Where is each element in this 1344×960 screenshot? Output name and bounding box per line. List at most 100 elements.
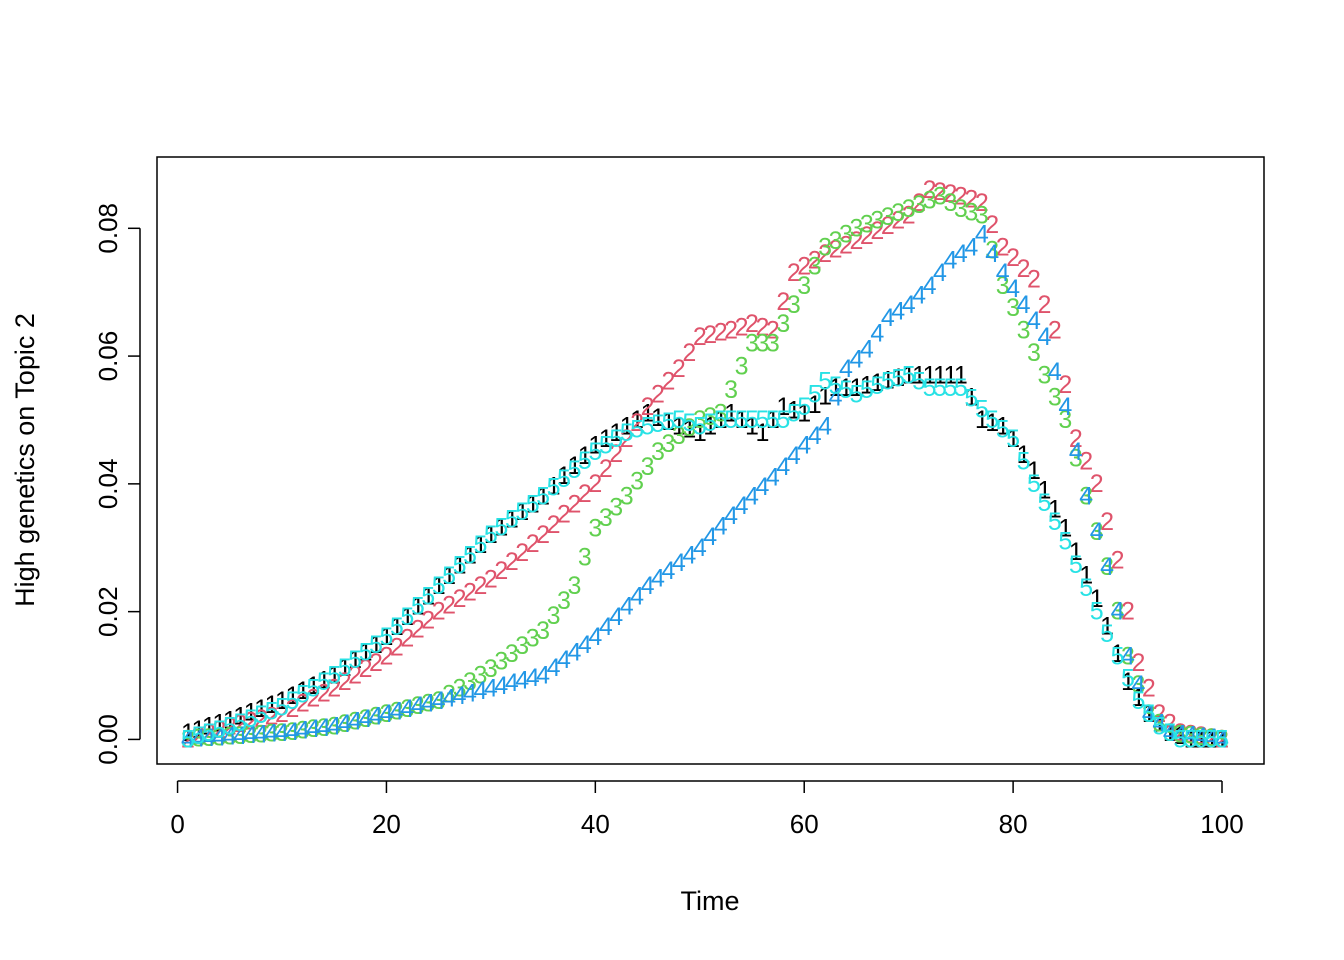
data-point: 1: [306, 672, 320, 700]
data-point: 2: [891, 207, 905, 235]
data-point: 1: [724, 400, 738, 428]
data-point: 4: [1142, 700, 1156, 728]
data-point: 3: [515, 632, 529, 660]
y-tick-label: 0.04: [93, 459, 123, 510]
data-point: 1: [557, 462, 571, 490]
data-point: 4: [1111, 598, 1125, 626]
data-point: 1: [839, 374, 853, 402]
data-point: 1: [432, 572, 446, 600]
data-point: 4: [1006, 275, 1020, 303]
data-point: 4: [1069, 438, 1083, 466]
data-point: 3: [651, 438, 665, 466]
data-point: 5: [494, 513, 508, 541]
data-point: 1: [411, 593, 425, 621]
data-point: 1: [1037, 476, 1051, 504]
data-point: 3: [1163, 719, 1177, 747]
data-point: 4: [223, 723, 237, 751]
data-point: 5: [881, 368, 895, 396]
data-point: 2: [453, 585, 467, 613]
data-point: 4: [547, 654, 561, 682]
data-point: 2: [1027, 265, 1041, 293]
data-point: 1: [630, 406, 644, 434]
data-point: 3: [296, 716, 310, 744]
data-point: 5: [1184, 725, 1198, 753]
data-point: 2: [191, 722, 205, 750]
data-point: 5: [526, 490, 540, 518]
data-point: 5: [1069, 551, 1083, 579]
data-point: 1: [369, 631, 383, 659]
data-point: 5: [682, 409, 696, 437]
data-point: 5: [588, 438, 602, 466]
data-point: 3: [463, 668, 477, 696]
data-point: 2: [1215, 725, 1229, 753]
data-point: 2: [484, 566, 498, 594]
data-point: 4: [1215, 725, 1229, 753]
data-point: 4: [526, 664, 540, 692]
data-point: 1: [849, 374, 863, 402]
data-point: 2: [1173, 719, 1187, 747]
data-point: 2: [317, 679, 331, 707]
x-axis: 0 20 40 60 80 100: [170, 780, 1244, 839]
data-point: 1: [233, 702, 247, 730]
data-point: 1: [860, 371, 874, 399]
data-point: 3: [1006, 294, 1020, 322]
data-point: 4: [693, 534, 707, 562]
data-point: 3: [421, 690, 435, 718]
data-point: 5: [369, 631, 383, 659]
data-point: 1: [348, 646, 362, 674]
data-point: 5: [808, 380, 822, 408]
data-point: 5: [860, 376, 874, 404]
data-point: 5: [703, 409, 717, 437]
data-point: 3: [912, 191, 926, 219]
data-point: 5: [891, 364, 905, 392]
data-point: 1: [651, 404, 665, 432]
data-point: 5: [620, 419, 634, 447]
x-tick-label: 0: [170, 809, 184, 839]
data-point: 3: [1069, 444, 1083, 472]
data-point: 2: [620, 425, 634, 453]
data-point: 5: [996, 416, 1010, 444]
data-point: 4: [285, 718, 299, 746]
data-point: 5: [693, 412, 707, 440]
data-point: 2: [933, 178, 947, 206]
data-point: 5: [1058, 527, 1072, 555]
data-point: 4: [505, 669, 519, 697]
data-point: 4: [797, 432, 811, 460]
data-point: 1: [421, 582, 435, 610]
data-point: 1: [338, 654, 352, 682]
data-point: 2: [463, 578, 477, 606]
data-point: 2: [975, 189, 989, 217]
data-point: 5: [453, 552, 467, 580]
data-point: 5: [254, 701, 268, 729]
data-point: 2: [223, 713, 237, 741]
data-point: 2: [306, 685, 320, 713]
data-point: 3: [484, 655, 498, 683]
data-point: 5: [975, 395, 989, 423]
data-point: 4: [317, 714, 331, 742]
data-point: 3: [338, 710, 352, 738]
data-point: 4: [254, 720, 268, 748]
data-point: 1: [265, 691, 279, 719]
data-point: 1: [191, 716, 205, 744]
data-point: 4: [912, 281, 926, 309]
data-point: 1: [745, 412, 759, 440]
data-point: 3: [453, 674, 467, 702]
data-point: 3: [191, 725, 205, 753]
data-point: 2: [860, 222, 874, 250]
data-point: 5: [411, 593, 425, 621]
data-point: 4: [870, 320, 884, 348]
data-point: 3: [317, 714, 331, 742]
data-point: 1: [714, 406, 728, 434]
data-point: 3: [1142, 700, 1156, 728]
data-point: 5: [181, 725, 195, 753]
data-point: 5: [609, 425, 623, 453]
data-point: 4: [296, 716, 310, 744]
data-point: 3: [1173, 720, 1187, 748]
data-point: 4: [849, 345, 863, 373]
data-point: 5: [829, 372, 843, 400]
data-point: 1: [891, 364, 905, 392]
data-point: 3: [390, 697, 404, 725]
data-point: 4: [1152, 709, 1166, 737]
data-point: 4: [557, 646, 571, 674]
data-point: 1: [703, 412, 717, 440]
